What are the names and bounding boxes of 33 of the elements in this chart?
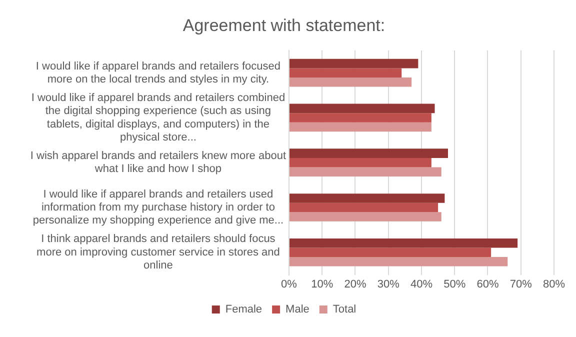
bar — [290, 202, 438, 212]
x-tick-label: 40% — [410, 278, 433, 290]
x-tick-label: 60% — [476, 278, 499, 290]
bar — [290, 113, 432, 122]
bar — [290, 248, 492, 257]
y-tick-label: I would like if apparel brands and retailers combined the digital shopping experience (such as using tablets, digital displays, and computers) in the physical store... — [31, 92, 286, 144]
x-tick-label: 10% — [311, 278, 334, 290]
bar — [290, 194, 445, 203]
bar — [290, 148, 448, 158]
bar — [290, 122, 432, 132]
bar — [290, 77, 412, 87]
x-tick-label: 0% — [281, 278, 298, 290]
x-tick-label: 50% — [444, 278, 466, 290]
bar — [290, 104, 435, 114]
x-tick-label: 30% — [377, 278, 400, 290]
legend-label: Female — [225, 304, 262, 316]
x-tick-label: 80% — [542, 278, 566, 290]
legend-label: Male — [286, 304, 310, 316]
y-tick-label: I wish apparel brands and retailers knew more about what I like and how I shop — [30, 150, 286, 176]
bar — [290, 212, 442, 222]
x-tick-label: 70% — [510, 278, 532, 290]
legend-label: Total — [332, 304, 356, 316]
bar — [290, 257, 508, 266]
y-tick-label: I would like if apparel brands and retailers used information from my purchase history in order to personalize my shopping experience and give me... — [32, 188, 284, 227]
bar — [290, 68, 402, 78]
bar — [290, 167, 442, 177]
bar — [290, 238, 518, 248]
bar — [290, 58, 418, 68]
x-tick-label: 20% — [344, 278, 366, 290]
chart-title: Agreement with statement: — [182, 16, 386, 35]
y-tick-label: I would like if apparel brands and retailers focused more on the local trends and styles in my city. — [36, 60, 281, 86]
bar — [290, 158, 432, 168]
y-tick-label: I think apparel brands and retailers should focus more on improving customer service in stores and online — [36, 233, 280, 272]
